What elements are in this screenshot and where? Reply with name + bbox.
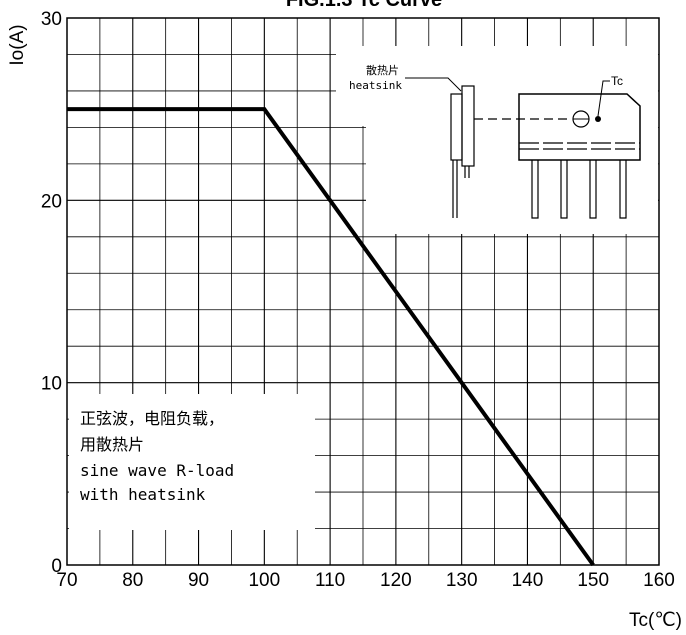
- tc-leader: [597, 80, 610, 117]
- y-tick-label: 30: [41, 9, 62, 30]
- y-tick-label: 0: [51, 556, 62, 577]
- x-tick-label: 160: [643, 570, 675, 591]
- x-tick-label: 120: [380, 570, 412, 591]
- tick-labels: 70 80 90 100 110 120 130 140 150 160 0 10 20 30: [41, 9, 675, 591]
- condition-note: 正弦波，电阻负载， 用散热片 sine wave R-load with hea…: [80, 409, 234, 504]
- condition-en-1: sine wave R-load: [80, 461, 234, 480]
- condition-cn-2: 用散热片: [80, 435, 144, 454]
- package-diagram: 散热片 heatsink Tc: [349, 63, 641, 219]
- inset-mask-left: [336, 46, 368, 126]
- heatsink-side-plate: [461, 85, 475, 167]
- plot-frame: [66, 17, 660, 566]
- tc-point-label: Tc: [611, 74, 623, 88]
- package-pins: [531, 160, 627, 219]
- x-tick-label: 100: [248, 570, 280, 591]
- condition-en-2: with heatsink: [80, 485, 206, 504]
- inset-mask: [366, 46, 658, 234]
- x-tick-label: 140: [512, 570, 544, 591]
- x-axis-title: Tc(℃): [629, 610, 682, 631]
- chart-title: FIG.1.3 Tc Curve: [286, 0, 442, 11]
- x-tick-label: 130: [446, 570, 478, 591]
- y-tick-label: 10: [41, 374, 62, 395]
- y-tick-label: 20: [41, 191, 62, 212]
- heatsink-en-label: heatsink: [349, 79, 402, 92]
- heatsink-leader: [405, 77, 462, 92]
- x-tick-label: 150: [577, 570, 609, 591]
- x-tick-label: 70: [56, 570, 77, 591]
- note-box-mask: [69, 394, 315, 530]
- series-line-io: [67, 107, 595, 567]
- x-tick-label: 80: [122, 570, 143, 591]
- x-tick-label: 110: [315, 570, 345, 591]
- heatsink-cn-label: 散热片: [366, 63, 399, 77]
- condition-cn-1: 正弦波，电阻负载，: [80, 409, 224, 428]
- y-axis-title: Io(A): [7, 24, 28, 65]
- x-tick-label: 90: [188, 570, 209, 591]
- tc-point-dot: [595, 116, 601, 122]
